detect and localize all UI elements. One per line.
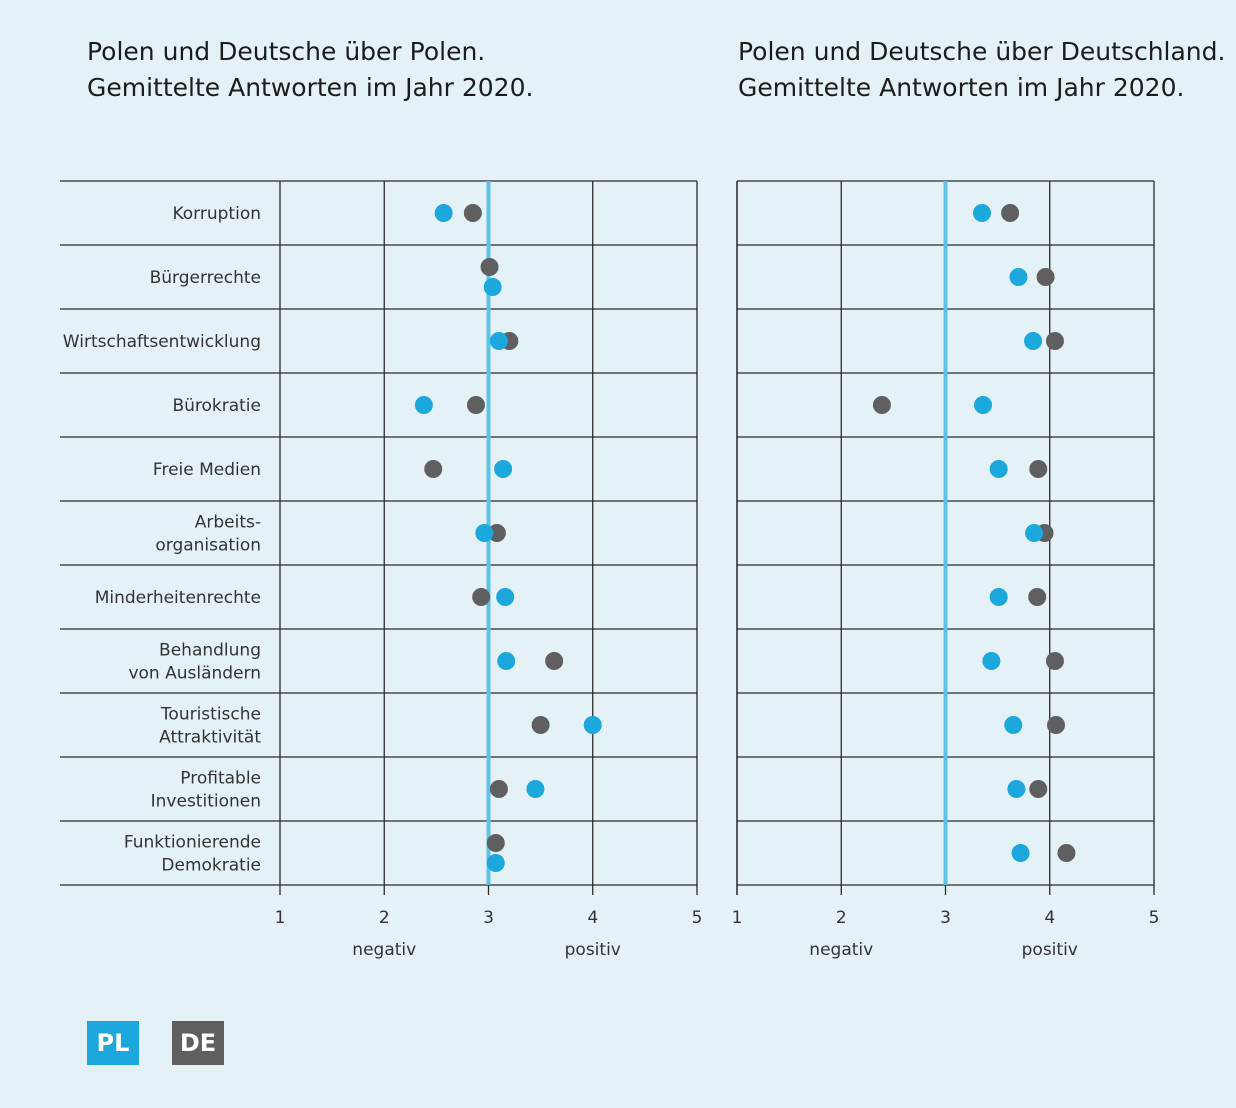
- right-dot-pl: [1007, 780, 1026, 798]
- legend-de: DE: [172, 1021, 224, 1065]
- left-dot-de: [531, 716, 550, 734]
- left-dot-de: [424, 460, 443, 478]
- right-dot-pl: [972, 204, 991, 222]
- right-label-positiv: positiv: [1022, 940, 1078, 960]
- left-dot-pl: [483, 278, 502, 296]
- right-tick-label: 2: [836, 908, 847, 928]
- category-label: Minderheitenrechte: [95, 588, 261, 608]
- left-dot-de: [466, 396, 485, 414]
- right-tick-label: 5: [1149, 908, 1160, 928]
- right-tick-label: 3: [940, 908, 951, 928]
- right-tick-label: 4: [1044, 908, 1055, 928]
- category-label: Behandlung: [159, 641, 261, 661]
- left-dot-pl: [583, 716, 602, 734]
- left-label-negativ: negativ: [352, 940, 416, 960]
- left-dot-pl: [494, 460, 513, 478]
- right-chart-title-line-2: Gemittelte Antworten im Jahr 2020.: [738, 73, 1185, 102]
- category-label: Bürgerrechte: [150, 268, 261, 288]
- right-dot-de: [1029, 780, 1048, 798]
- left-tick-label: 4: [587, 908, 598, 928]
- left-chart-title-line-2: Gemittelte Antworten im Jahr 2020.: [87, 73, 534, 102]
- right-tick-label: 1: [732, 908, 743, 928]
- left-tick-label: 5: [692, 908, 703, 928]
- right-dot-de: [1028, 588, 1047, 606]
- right-dot-de: [1029, 460, 1048, 478]
- right-dot-de: [1057, 844, 1076, 862]
- category-label: Attraktivität: [159, 728, 261, 748]
- left-dot-de: [545, 652, 564, 670]
- left-dot-de: [486, 834, 505, 852]
- left-tick-label: 2: [379, 908, 390, 928]
- left-dot-pl: [496, 588, 515, 606]
- left-dot-pl: [475, 524, 494, 542]
- right-dot-de: [1045, 332, 1064, 350]
- right-chart-title: Polen und Deutsche über Deutschland. Gem…: [738, 34, 1225, 106]
- right-dot-de: [1047, 716, 1066, 734]
- left-dot-pl: [489, 332, 508, 350]
- left-dot-pl: [486, 854, 505, 872]
- category-label: organisation: [155, 536, 261, 556]
- left-chart-title-line-1: Polen und Deutsche über Polen.: [87, 37, 486, 66]
- right-dot-pl: [1011, 844, 1030, 862]
- left-dot-de: [487, 524, 506, 542]
- left-dot-pl: [414, 396, 433, 414]
- left-chart-title: Polen und Deutsche über Polen. Gemittelt…: [87, 34, 533, 106]
- right-dot-pl: [974, 396, 993, 414]
- category-label: Korruption: [172, 204, 261, 224]
- category-label: Investitionen: [151, 792, 261, 812]
- right-dot-pl: [982, 652, 1001, 670]
- left-label-positiv: positiv: [565, 940, 621, 960]
- category-label: Freie Medien: [153, 460, 261, 480]
- right-dot-pl: [1025, 524, 1044, 542]
- left-tick-label: 3: [483, 908, 494, 928]
- left-dot-pl: [497, 652, 516, 670]
- right-dot-pl: [989, 460, 1008, 478]
- right-dot-pl: [1024, 332, 1043, 350]
- left-dot-de: [480, 258, 499, 276]
- right-dot-pl: [989, 588, 1008, 606]
- left-dot-de: [472, 588, 491, 606]
- category-label: Arbeits-: [195, 513, 261, 533]
- category-label: Funktionierende: [124, 833, 261, 853]
- right-dot-pl: [1009, 268, 1028, 286]
- left-dot-de: [463, 204, 482, 222]
- category-label: Profitable: [180, 769, 261, 789]
- legend-pl: PL: [87, 1021, 139, 1065]
- category-label: von Ausländern: [128, 664, 261, 684]
- left-dot-pl: [526, 780, 545, 798]
- right-dot-de: [872, 396, 891, 414]
- left-tick-label: 1: [275, 908, 286, 928]
- category-label: Demokratie: [161, 856, 261, 876]
- category-label: Bürokratie: [172, 396, 261, 416]
- right-dot-de: [1036, 268, 1055, 286]
- left-dot-de: [489, 780, 508, 798]
- left-dot-pl: [434, 204, 453, 222]
- right-chart-title-line-1: Polen und Deutsche über Deutschland.: [738, 37, 1226, 66]
- category-label: Touristische: [160, 705, 261, 725]
- right-dot-pl: [1004, 716, 1023, 734]
- right-dot-de: [1045, 652, 1064, 670]
- right-label-negativ: negativ: [809, 940, 873, 960]
- right-dot-de: [1001, 204, 1020, 222]
- category-label: Wirtschaftsentwicklung: [63, 332, 261, 352]
